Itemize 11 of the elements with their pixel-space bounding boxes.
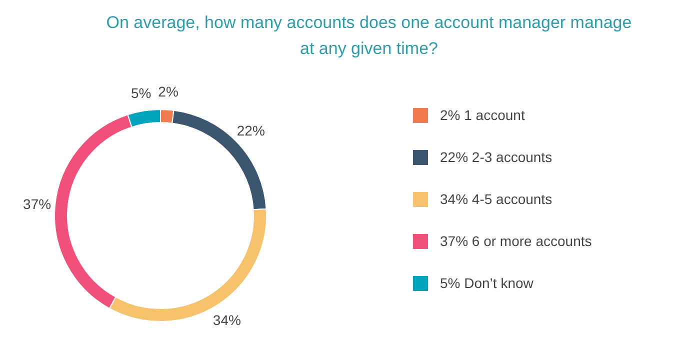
data-label: 34%	[212, 312, 241, 328]
legend-label: 5% Don’t know	[440, 275, 534, 291]
legend-label: 37% 6 or more accounts	[440, 233, 592, 249]
data-label: 2%	[158, 84, 178, 100]
legend-label: 34% 4-5 accounts	[440, 191, 552, 207]
legend-label: 2% 1 account	[440, 107, 525, 123]
chart-title: On average, how many accounts does one account manager manage at any given time?	[106, 13, 632, 58]
data-label: 37%	[23, 196, 52, 212]
data-label: 5%	[130, 85, 152, 102]
legend-label: 22% 2-3 accounts	[440, 149, 552, 165]
data-label: 22%	[236, 122, 265, 139]
